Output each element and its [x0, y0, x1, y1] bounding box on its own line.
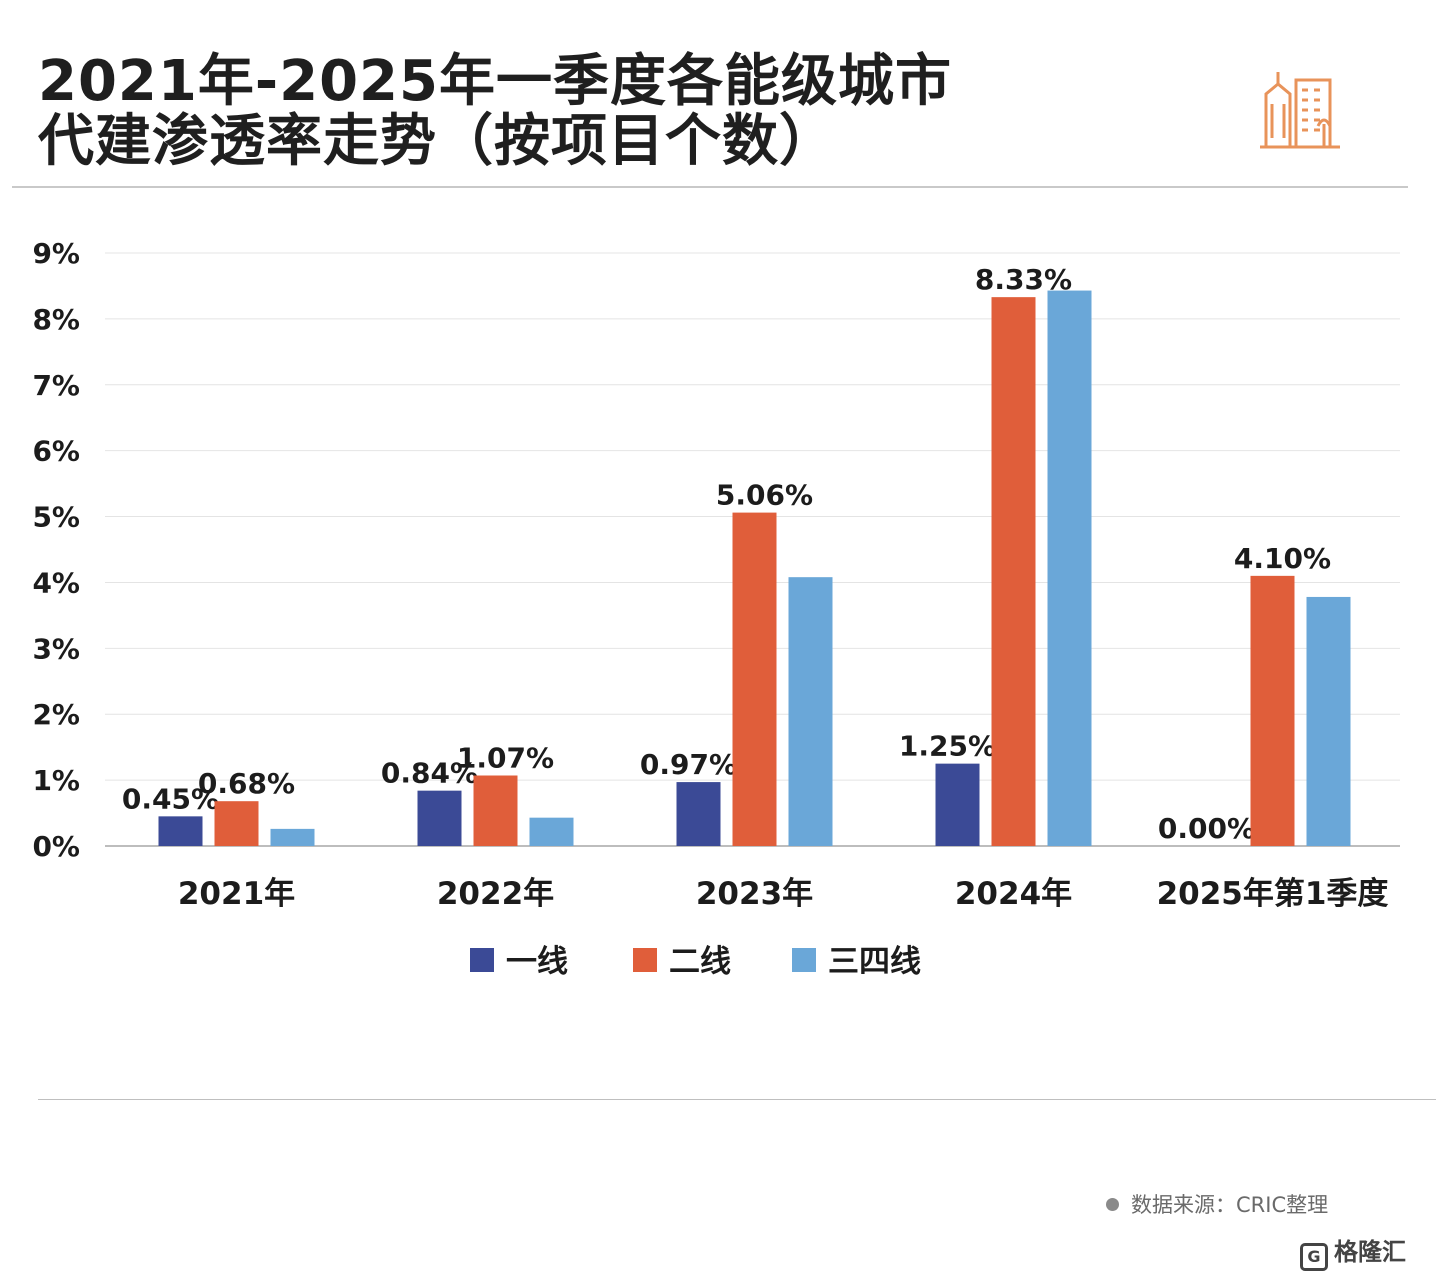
data-source-text: 数据来源：CRIC整理	[1131, 1193, 1329, 1217]
x-tick-label: 2024年	[955, 876, 1072, 912]
legend-swatch	[470, 948, 494, 972]
x-tick-label: 2021年	[178, 876, 295, 912]
y-tick-label: 3%	[32, 632, 80, 665]
y-tick-label: 2%	[32, 698, 80, 731]
data-label: 0.45%	[122, 782, 219, 815]
data-label: 0.00%	[1158, 812, 1255, 845]
bar-三四线-2022年	[529, 817, 574, 846]
bar-chart: 0% 1% 2% 3% 4% 5% 6% 7% 8% 9% 0.45%0.68% 0.84%1.07…	[32, 237, 1400, 980]
data-label: 5.06%	[716, 479, 813, 512]
data-label: 0.68%	[198, 767, 295, 800]
bar-二线-2025年第1季度	[1250, 575, 1295, 846]
bar-一线-2023年	[676, 782, 721, 846]
x-tick-label: 2023年	[696, 876, 813, 912]
bar-三四线-2021年	[270, 828, 315, 846]
y-tick-label: 1%	[32, 764, 80, 797]
bar-一线-2022年	[417, 790, 462, 846]
y-tick-label: 6%	[32, 435, 80, 468]
brand-watermark: G 格隆汇	[1300, 1232, 1406, 1271]
data-label: 1.07%	[457, 741, 554, 774]
legend-label: 二线	[669, 944, 731, 980]
data-source: 数据来源：CRIC整理	[1106, 1189, 1328, 1219]
y-tick-label: 8%	[32, 303, 80, 336]
legend-label: 三四线	[828, 944, 921, 980]
brand-name: 格隆汇	[1334, 1238, 1406, 1266]
bar-三四线-2025年第1季度	[1306, 596, 1351, 846]
header-divider	[12, 186, 1408, 188]
data-label: 1.25%	[899, 730, 996, 763]
legend-swatch	[792, 948, 816, 972]
bar-二线-2023年	[732, 512, 777, 846]
y-tick-label: 0%	[32, 830, 80, 863]
data-label: 0.84%	[381, 757, 478, 790]
x-tick-label: 2025年第1季度	[1157, 876, 1389, 912]
chart-title-line-1: 2021年-2025年一季度各能级城市	[38, 49, 952, 114]
gelonghui-logo-icon: G	[1300, 1243, 1328, 1271]
x-tick-label: 2022年	[437, 876, 554, 912]
bar-一线-2024年	[935, 763, 980, 846]
bar-一线-2021年	[158, 816, 203, 846]
data-label: 4.10%	[1234, 542, 1331, 575]
y-tick-label: 5%	[32, 501, 80, 534]
y-tick-label: 7%	[32, 369, 80, 402]
data-label: 0.97%	[640, 748, 737, 781]
bar-二线-2022年	[473, 775, 518, 846]
bar-三四线-2024年	[1047, 290, 1092, 847]
y-tick-label: 9%	[32, 237, 80, 270]
bar-二线-2024年	[991, 297, 1036, 846]
legend-swatch	[633, 948, 657, 972]
city-buildings-icon	[1260, 72, 1340, 149]
y-tick-label: 4%	[32, 566, 80, 599]
bar-二线-2021年	[214, 801, 259, 846]
bar-三四线-2023年	[788, 577, 833, 846]
chart-title: 2021年-2025年一季度各能级城市 代建渗透率走势（按项目个数）	[38, 52, 952, 172]
footer-divider	[38, 1099, 1436, 1100]
legend-label: 一线	[506, 944, 568, 980]
chart-title-line-2: 代建渗透率走势（按项目个数）	[38, 109, 836, 174]
bullet-icon	[1106, 1198, 1119, 1211]
